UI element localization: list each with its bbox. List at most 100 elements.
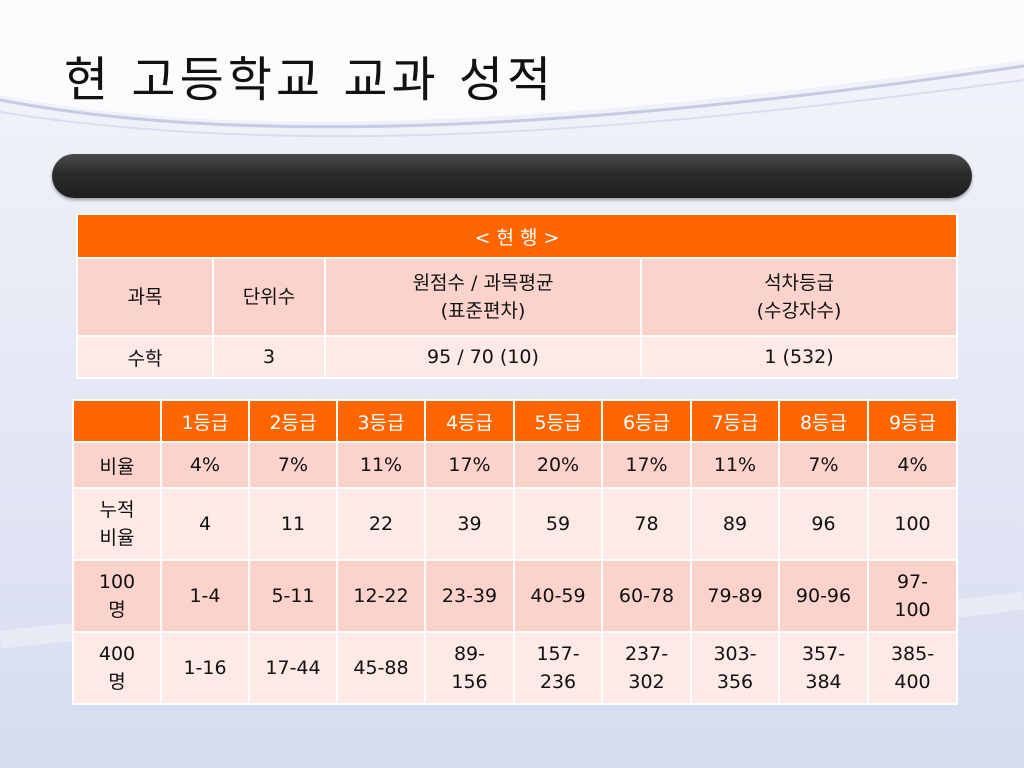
grade-cell: 11% xyxy=(690,441,780,489)
grade-cell: 90-96 xyxy=(778,559,869,633)
grade-cell-line: 11% xyxy=(713,454,757,476)
grade-cell-line: 4% xyxy=(189,454,221,476)
table-header-current: < 현 행 > xyxy=(75,213,959,259)
grade-cell: 7% xyxy=(778,441,869,489)
grade-cell: 23-39 xyxy=(424,559,515,633)
cell-score: 95 / 70 (10) xyxy=(324,335,642,379)
row-label-line: 100 xyxy=(98,571,136,593)
grade-cell-line: 100 xyxy=(894,513,931,535)
col-header-units-label: 단위수 xyxy=(242,286,296,308)
col-header-subject-label: 과목 xyxy=(127,286,163,308)
grade-cell: 17-44 xyxy=(248,631,338,705)
grade-cell-line: 89- xyxy=(453,643,486,665)
grade-cell-line: 97- xyxy=(896,571,929,593)
row-label-line: 비율 xyxy=(99,527,135,549)
grade-cell-line: 17% xyxy=(625,454,668,476)
grade-distribution-table: 1등급 2등급 3등급 4등급 5등급 6등급 7등급 8등급 9등급 비율 4% 7% 11% 17%… xyxy=(72,399,958,705)
grade-cell: 100 xyxy=(867,487,958,561)
grade-cell-line: 60-78 xyxy=(618,585,675,607)
col-header-rank-line1: 석차등급 xyxy=(764,272,834,294)
table-row: 비율 4% 7% 11% 17% 20% 17% 11% 7% 4% xyxy=(72,441,958,489)
grade-cell-line: 400 xyxy=(894,671,931,693)
row-label-line: 명 xyxy=(108,671,126,693)
grade-cell-line: 237- xyxy=(624,643,669,665)
grade-cell: 17% xyxy=(424,441,515,489)
grade-cell: 39 xyxy=(424,487,515,561)
grade-cell-line: 22 xyxy=(368,513,394,535)
grade-cell-line: 23-39 xyxy=(441,585,498,607)
grade-header-cell: 9등급 xyxy=(867,399,958,443)
col-header-rank-line2: (수강자수) xyxy=(756,300,842,322)
grade-cell-line: 4 xyxy=(198,513,212,535)
grade-cell: 89- 156 xyxy=(424,631,515,705)
col-header-units: 단위수 xyxy=(212,257,326,337)
grade-header-cell: 7등급 xyxy=(690,399,780,443)
grade-cell-line: 1-16 xyxy=(183,657,227,679)
grade-cell: 20% xyxy=(513,441,603,489)
grade-cell: 4% xyxy=(867,441,958,489)
cell-rank: 1 (532) xyxy=(639,335,959,379)
grade-cell-line: 79-89 xyxy=(707,585,763,607)
slide-title: 현 고등학교 교과 성적 xyxy=(64,52,556,108)
grade-cell-line: 384 xyxy=(805,671,842,693)
grade-cell-line: 385- xyxy=(890,643,935,665)
grade-cell-line: 7% xyxy=(808,454,839,476)
table-row: 400 명 1-16 17-44 45-88 89- 156 157- 236 237- 302 30… xyxy=(72,631,958,705)
cell-units: 3 xyxy=(212,335,326,379)
title-bar xyxy=(52,154,972,198)
table-header-row: < 현 행 > xyxy=(75,213,959,259)
grade-cell-line: 17-44 xyxy=(265,657,321,679)
col-header-score-line2: (표준편차) xyxy=(440,300,526,322)
row-label-line: 명 xyxy=(108,599,126,621)
grade-cell-line: 12-22 xyxy=(353,585,409,607)
grade-cell: 4 xyxy=(160,487,250,561)
grade-cell-line: 357- xyxy=(801,643,846,665)
grade-cell-line: 39 xyxy=(457,513,482,535)
grade-cell-line: 11 xyxy=(280,513,306,535)
grade-header-cell: 6등급 xyxy=(601,399,692,443)
grade-cell-line: 156 xyxy=(451,671,488,693)
grade-cell: 12-22 xyxy=(336,559,426,633)
grade-cell: 7% xyxy=(248,441,338,489)
grade-cell-line: 302 xyxy=(628,671,665,693)
grade-cell: 5-11 xyxy=(248,559,338,633)
col-header-score: 원점수 / 과목평균 (표준편차) xyxy=(324,257,642,337)
grade-cell: 11 xyxy=(248,487,338,561)
grade-cell: 303- 356 xyxy=(690,631,780,705)
grade-cell-line: 4% xyxy=(897,454,928,476)
grade-header-cell: 3등급 xyxy=(336,399,426,443)
col-header-subject: 과목 xyxy=(76,257,214,337)
row-label: 400 명 xyxy=(72,631,162,705)
row-label: 비율 xyxy=(72,441,162,489)
grade-cell-line: 11% xyxy=(359,454,403,476)
column-header-row: 과목 단위수 원점수 / 과목평균 (표준편차) 석차등급 (수강자수) xyxy=(76,257,959,337)
grade-header-cell: 5등급 xyxy=(513,399,603,443)
table-row: 수학 3 95 / 70 (10) 1 (532) xyxy=(76,335,959,379)
grade-cell-line: 236 xyxy=(539,671,577,693)
row-label-line: 누적 xyxy=(99,499,135,521)
grade-header-corner xyxy=(72,399,162,443)
grade-cell: 157- 236 xyxy=(513,631,603,705)
grade-cell-line: 7% xyxy=(277,454,309,476)
grade-cell-line: 17% xyxy=(448,454,491,476)
grade-cell: 237- 302 xyxy=(601,631,692,705)
grade-cell-line: 157- xyxy=(536,643,580,665)
grade-cell: 22 xyxy=(336,487,426,561)
grade-header-row: 1등급 2등급 3등급 4등급 5등급 6등급 7등급 8등급 9등급 xyxy=(72,399,958,443)
grade-cell: 96 xyxy=(778,487,869,561)
grade-cell: 59 xyxy=(513,487,603,561)
grade-cell: 79-89 xyxy=(690,559,780,633)
grade-cell-line: 90-96 xyxy=(795,585,852,607)
grade-cell: 40-59 xyxy=(513,559,603,633)
grade-cell-line: 40-59 xyxy=(530,585,586,607)
grade-cell: 357- 384 xyxy=(778,631,869,705)
grade-cell-line: 59 xyxy=(545,513,571,535)
grade-cell-line: 100 xyxy=(894,599,931,621)
grade-cell: 78 xyxy=(601,487,692,561)
cell-subject: 수학 xyxy=(76,335,214,379)
current-grade-table: < 현 행 > 과목 단위수 원점수 / 과목평균 (표준편차) 석차등급 (수… xyxy=(75,213,959,379)
grade-header-cell: 4등급 xyxy=(424,399,515,443)
grade-cell: 385- 400 xyxy=(867,631,958,705)
grade-cell-line: 1-4 xyxy=(189,585,221,607)
